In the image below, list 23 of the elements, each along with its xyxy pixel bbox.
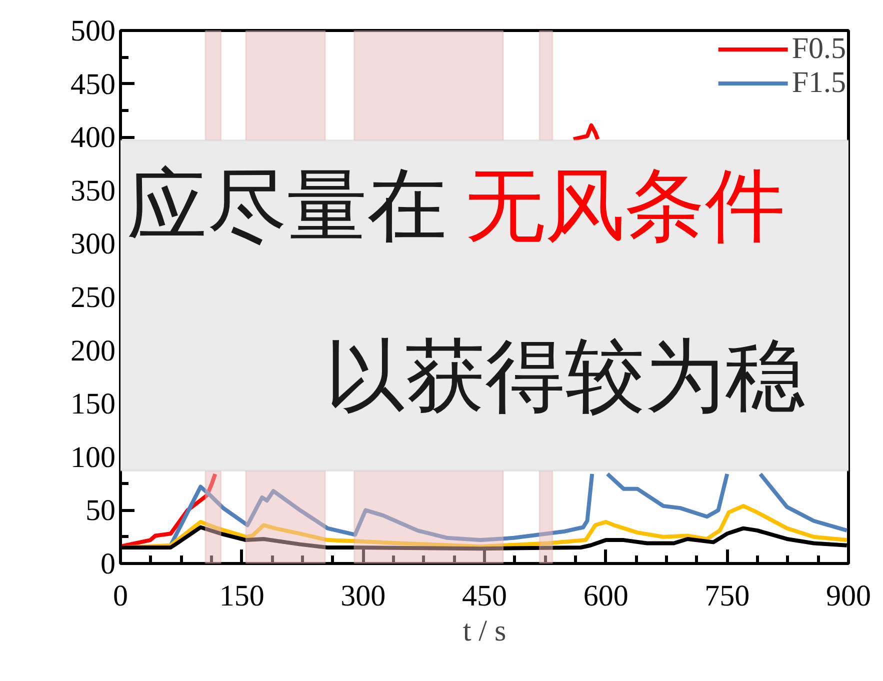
y-tick-label: 500 (70, 14, 116, 48)
y-tick-label: 100 (70, 440, 116, 474)
y-tick-label: 250 (70, 281, 116, 314)
y-tick-label: 200 (70, 334, 116, 368)
y-tick-label: 150 (70, 388, 116, 421)
x-tick-label: 450 (462, 580, 507, 612)
annotation: 无风条件 (465, 158, 786, 252)
annotation: 应尽量在 (126, 158, 447, 252)
y-tick-label: 50 (86, 494, 116, 528)
legend-label: F0.5 (792, 32, 846, 66)
x-tick-label: 600 (583, 580, 628, 612)
y-tick-label: 450 (70, 68, 116, 101)
x-tick-label: 300 (340, 580, 386, 612)
x-tick-label: 750 (704, 580, 750, 612)
x-axis-title: t / s (462, 614, 506, 648)
y-tick-label: 300 (70, 228, 116, 261)
y-tick-label: 350 (70, 174, 116, 208)
legend-label: F1.5 (792, 66, 846, 100)
x-tick-label: 900 (826, 580, 871, 612)
annotation: 以获得较为稳 (325, 329, 806, 422)
y-tick-label: 400 (70, 121, 116, 154)
y-tick-label: 0 (100, 548, 116, 580)
x-tick-label: 150 (219, 580, 264, 612)
